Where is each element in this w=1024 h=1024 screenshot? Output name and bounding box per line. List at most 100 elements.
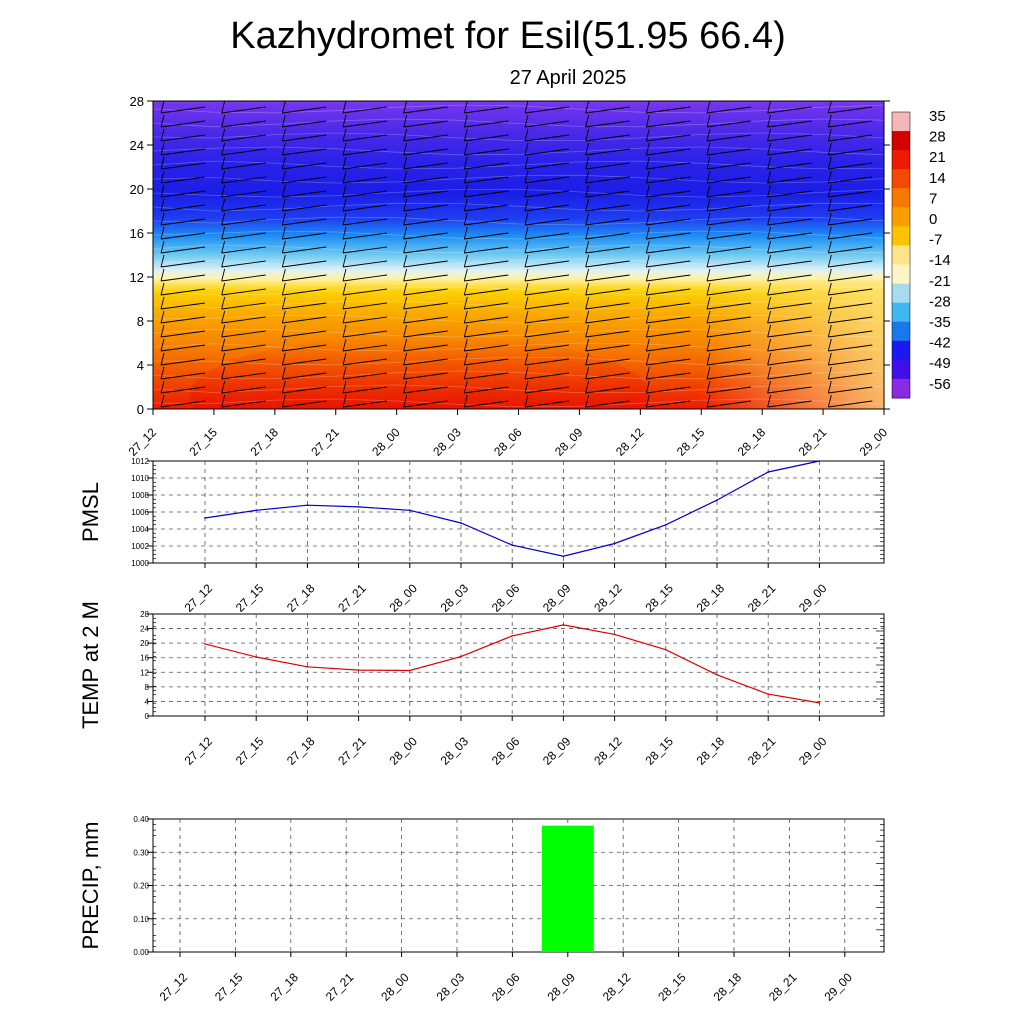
- wind-barb-feather-7-19: [585, 366, 590, 380]
- wind-barb-3-6: [342, 190, 388, 198]
- wind-barb-5-19: [464, 372, 509, 380]
- pmsl-frame: [152, 460, 885, 564]
- pmsl-xtick-label-4: 28_00: [386, 581, 420, 615]
- wind-barb-1-7: [221, 204, 266, 212]
- wind-barb-feather-3-18: [342, 352, 347, 366]
- heat-xtick-label-2: 27_18: [247, 425, 281, 459]
- wind-barb-2-0: [282, 106, 327, 114]
- wind-barb-feather-0-2: [160, 128, 165, 142]
- wind-barb-feather-8-7: [645, 198, 650, 212]
- temp-2m-xtick-label-9: 28_15: [642, 734, 676, 768]
- wind-barb-11-21: [828, 400, 873, 408]
- wind-barb-feather-1-13: [221, 282, 226, 296]
- wind-barb-1-8: [221, 218, 266, 226]
- temp-2m-ytick-label-6: 24: [140, 625, 149, 634]
- wind-barb-8-14: [646, 302, 691, 310]
- wind-barb-8-1: [646, 120, 691, 128]
- wind-barb-0-0: [160, 106, 206, 114]
- heat-ytick-label-4: 16: [130, 226, 144, 241]
- wind-barb-6-10: [524, 246, 570, 254]
- wind-barb-3-14: [342, 302, 388, 310]
- pmsl-xtick-label-11: 28_21: [745, 581, 779, 615]
- wind-barb-3-19: [342, 372, 388, 380]
- colorbar-label-2: 21: [929, 149, 946, 166]
- wind-barb-feather-4-15: [403, 310, 408, 324]
- wind-barb-4-9: [403, 232, 448, 240]
- wind-barb-feather-4-7: [403, 198, 408, 212]
- wind-barb-8-8: [646, 218, 691, 226]
- wind-barb-feather-8-8: [645, 212, 650, 226]
- temp-2m-ytick-label-4: 16: [140, 654, 149, 663]
- wind-barb-feather-3-7: [342, 198, 347, 212]
- wind-barb-feather-9-14: [706, 296, 711, 310]
- wind-barb-feather-2-18: [281, 352, 286, 366]
- temp-2m-xtick-label-8: 28_12: [591, 734, 625, 768]
- wind-barb-feather-4-6: [403, 184, 408, 198]
- heat-xtick-label-8: 28_12: [613, 425, 647, 459]
- wind-barb-7-12: [585, 274, 630, 282]
- wind-barb-6-2: [524, 134, 570, 142]
- wind-barb-3-20: [342, 386, 388, 394]
- wind-barb-feather-3-2: [342, 128, 347, 142]
- wind-barb-8-9: [646, 232, 691, 240]
- heat-ytick-label-1: 4: [137, 358, 144, 373]
- wind-barb-feather-8-0: [645, 101, 650, 114]
- wind-barb-feather-6-15: [524, 310, 529, 324]
- temp-2m-point-12: [818, 702, 821, 704]
- wind-barb-feather-6-6: [524, 184, 529, 198]
- wind-barb-1-10: [221, 246, 266, 254]
- precip-xtick-label-9: 28_15: [655, 970, 689, 1004]
- pmsl-point-10: [716, 499, 718, 501]
- wind-barb-feather-1-18: [221, 352, 226, 366]
- precip-xtick-label-8: 28_12: [600, 970, 634, 1004]
- wind-barb-11-0: [828, 106, 873, 114]
- wind-barb-feather-6-2: [524, 128, 529, 142]
- wind-barb-4-11: [403, 260, 448, 268]
- heatmap-warm-core: [190, 335, 650, 409]
- wind-barb-feather-4-14: [403, 296, 408, 310]
- heat-ytick-label-7: 28: [130, 94, 144, 109]
- wind-barb-10-4: [767, 162, 812, 170]
- wind-barb-feather-6-1: [524, 114, 529, 128]
- colorbar-swatch-10: [892, 302, 910, 323]
- wind-barb-feather-0-0: [160, 101, 165, 114]
- wind-barb-feather-2-21: [281, 394, 286, 408]
- wind-barb-7-11: [585, 260, 630, 268]
- wind-barb-feather-4-13: [403, 282, 408, 296]
- temp-2m-xtick-label-4: 28_00: [386, 734, 420, 768]
- wind-barb-feather-2-20: [281, 380, 286, 394]
- wind-barb-5-5: [464, 176, 509, 184]
- wind-barb-3-5: [342, 176, 388, 184]
- wind-barb-5-11: [464, 260, 509, 268]
- pmsl-ytick-label-2: 1004: [131, 525, 149, 534]
- wind-barb-feather-10-7: [767, 198, 772, 212]
- wind-barb-feather-3-0: [342, 101, 347, 114]
- wind-barb-11-10: [828, 246, 873, 254]
- precip-xtick-label-2: 27_18: [267, 970, 301, 1004]
- isotherm-9: [153, 230, 884, 240]
- wind-barb-10-8: [767, 218, 812, 226]
- wind-barb-feather-10-12: [767, 268, 772, 282]
- wind-barb-4-8: [403, 218, 448, 226]
- wind-barb-1-17: [221, 344, 266, 352]
- wind-barb-0-20: [160, 386, 206, 394]
- temp-2m-xtick-label-6: 28_06: [489, 734, 523, 768]
- wind-barb-1-5: [221, 176, 266, 184]
- precip-ytick-label-3: 0.30: [133, 848, 149, 857]
- wind-barb-7-14: [585, 302, 630, 310]
- colorbar-swatch-5: [892, 207, 910, 227]
- wind-barb-10-14: [767, 302, 812, 310]
- wind-barb-10-19: [767, 372, 812, 380]
- wind-barb-1-12: [221, 274, 266, 282]
- wind-barb-feather-7-3: [585, 142, 590, 156]
- wind-barb-feather-2-15: [281, 310, 286, 324]
- wind-barb-2-18: [282, 358, 327, 366]
- wind-barb-0-21: [160, 400, 206, 408]
- wind-barb-feather-0-3: [160, 142, 165, 156]
- wind-barb-feather-4-12: [403, 268, 408, 282]
- wind-barb-0-15: [160, 316, 206, 324]
- wind-barb-feather-1-2: [221, 128, 226, 142]
- wind-barb-feather-10-17: [767, 338, 772, 352]
- wind-barb-0-1: [160, 120, 206, 128]
- wind-barb-2-17: [282, 344, 327, 352]
